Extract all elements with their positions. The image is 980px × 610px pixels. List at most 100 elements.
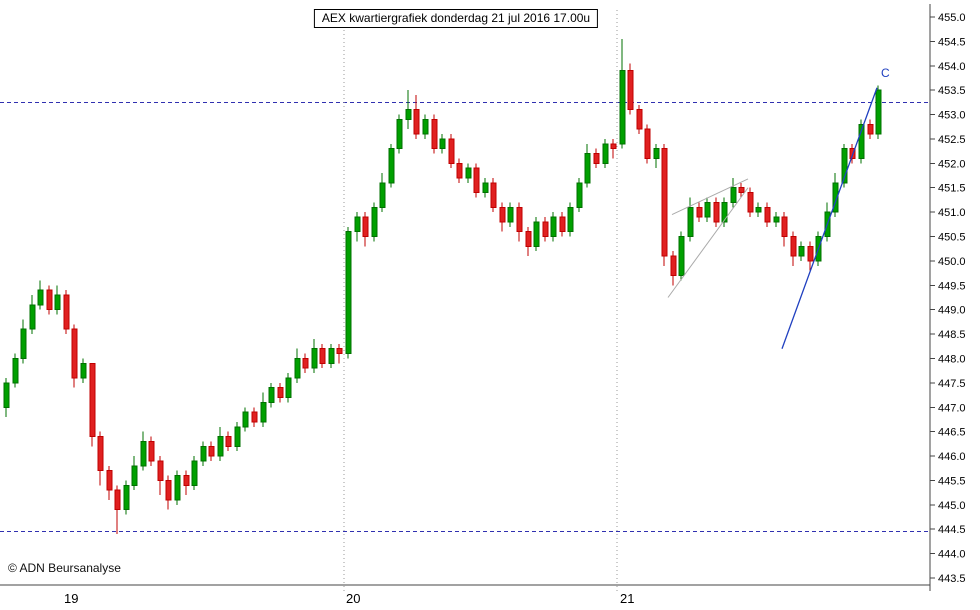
candle-up (268, 382, 275, 408)
candle-body (285, 377, 292, 399)
candle-up (858, 119, 865, 164)
candle-body (567, 206, 574, 233)
candle-down (97, 431, 104, 486)
candle-body (225, 436, 232, 447)
candle-body (747, 192, 754, 213)
candle-up (619, 38, 626, 149)
y-axis-label: 448.0 (938, 353, 966, 365)
candle-down (277, 382, 284, 403)
candle-body (183, 475, 190, 486)
candle-up (704, 197, 711, 222)
candle-up (550, 212, 557, 242)
candle-down (473, 163, 480, 198)
candle-down (319, 343, 326, 369)
candle-body (636, 109, 643, 130)
candle-body (114, 489, 121, 511)
candle-body (559, 216, 566, 233)
candle-up (653, 143, 660, 169)
y-axis-label: 451.5 (938, 183, 966, 195)
candle-down (636, 104, 643, 135)
candle-up (405, 90, 412, 130)
candle-up (832, 173, 839, 218)
candle-up (388, 143, 395, 188)
candle-body (507, 206, 514, 223)
candle-down (71, 324, 78, 388)
candle-down (336, 343, 343, 364)
candle-up (875, 85, 882, 139)
candle-body (165, 479, 172, 501)
candle-up (20, 319, 27, 364)
candle-body (234, 426, 241, 447)
candle-up (37, 280, 44, 310)
candle-body (713, 201, 720, 223)
candle-up (285, 373, 292, 403)
candle-body (875, 89, 882, 135)
candle-body (371, 206, 378, 238)
candle-up (12, 353, 19, 388)
candle-body (533, 221, 540, 247)
candle-body (54, 294, 61, 311)
candle-down (413, 95, 420, 139)
candle-up (482, 177, 489, 198)
candle-body (593, 153, 600, 164)
candle-body (71, 328, 78, 379)
candle-up (439, 134, 446, 154)
candle-up (217, 426, 224, 461)
candle-body (619, 70, 626, 145)
candle-down (490, 177, 497, 213)
candle-down (302, 353, 309, 374)
candle-body (174, 475, 181, 501)
candle-down (790, 231, 797, 266)
candle-body (550, 216, 557, 238)
candle-up (140, 431, 147, 471)
candle-body (12, 357, 19, 384)
candle-down (593, 148, 600, 169)
candle-up (798, 241, 805, 261)
candle-down (559, 212, 566, 237)
candle-body (268, 387, 275, 403)
candle-down (807, 241, 814, 271)
candle-body (627, 70, 634, 111)
candle-body (157, 460, 164, 481)
candle-body (251, 411, 258, 423)
candle-body (29, 304, 36, 330)
candle-up (80, 358, 87, 383)
candle-up (260, 392, 267, 427)
candle-body (413, 109, 420, 135)
candle-down (644, 124, 651, 164)
candle-up (200, 441, 207, 466)
candle-body (242, 411, 249, 428)
candle-body (798, 245, 805, 257)
candle-body (89, 362, 96, 438)
candle-body (832, 182, 839, 213)
candle-body (319, 348, 326, 364)
y-axis-label: 449.0 (938, 305, 966, 317)
candle-up (533, 217, 540, 252)
candle-body (37, 289, 44, 306)
candle-body (841, 148, 848, 184)
candle-body (542, 221, 549, 238)
y-axis-label: 445.5 (938, 475, 966, 487)
candle-up (191, 456, 198, 491)
pattern-line (667, 187, 749, 298)
candle-up (379, 173, 386, 213)
candle-up (29, 295, 36, 335)
candle-up (345, 226, 352, 359)
candle-up (841, 143, 848, 188)
y-axis-label: 455.0 (938, 12, 966, 24)
y-axis-label: 453.0 (938, 110, 966, 122)
candle-body (781, 216, 788, 238)
trendline-label: C (881, 66, 890, 80)
candle-down (431, 114, 438, 154)
candle-down (499, 202, 506, 232)
candle-body (704, 201, 711, 218)
y-axis-label: 446.0 (938, 451, 966, 463)
candle-body (661, 148, 668, 257)
candle-down (696, 202, 703, 222)
candle-up (234, 421, 241, 452)
y-axis-label: 446.5 (938, 427, 966, 439)
candle-down (448, 134, 455, 169)
y-axis-label: 450.5 (938, 232, 966, 244)
chart-title: AEX kwartiergrafiek donderdag 21 jul 201… (313, 9, 599, 28)
